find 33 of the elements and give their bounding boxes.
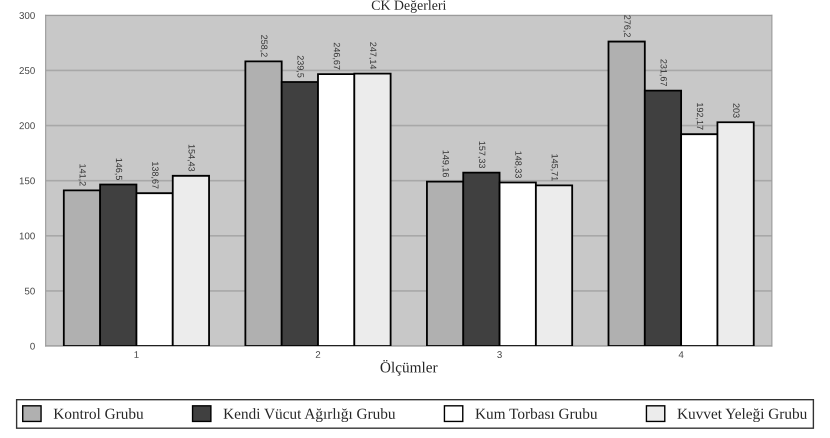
legend-label: Kontrol Grubu bbox=[54, 408, 144, 419]
legend-label: Kum Torbası Grubu bbox=[475, 408, 598, 419]
chart-title: CK Değerleri bbox=[372, 0, 446, 13]
data-label: 149,16 bbox=[442, 150, 450, 178]
data-label: 258,2 bbox=[260, 35, 268, 57]
legend-label: Kuvvet Yeleği Grubu bbox=[677, 408, 808, 422]
data-label: 203 bbox=[733, 103, 740, 118]
y-tick-label: 200 bbox=[20, 122, 35, 130]
data-label: 231,67 bbox=[659, 59, 667, 86]
x-tick-label: 3 bbox=[497, 351, 502, 358]
y-tick-label: 250 bbox=[20, 67, 35, 74]
data-label: 154,43 bbox=[187, 144, 195, 172]
data-label: 145,71 bbox=[550, 154, 558, 181]
x-tick-label: 2 bbox=[316, 351, 320, 358]
x-tick-label: 1 bbox=[134, 351, 139, 358]
y-tick-label: 100 bbox=[20, 232, 35, 240]
data-label: 141,2 bbox=[78, 164, 86, 186]
data-label: 192,17 bbox=[696, 103, 704, 130]
y-tick-label: 150 bbox=[20, 177, 35, 184]
y-tick-label: 0 bbox=[30, 342, 35, 350]
data-label: 148,33 bbox=[514, 151, 522, 178]
data-label: 146,5 bbox=[114, 158, 122, 180]
data-label: 239,5 bbox=[296, 56, 304, 78]
x-axis-title: Ölçümler bbox=[380, 360, 438, 376]
data-label: 138,67 bbox=[151, 162, 159, 189]
legend-label: Kendi Vücut Ağırlığı Grubu bbox=[224, 408, 396, 422]
x-tick-label: 4 bbox=[678, 351, 684, 358]
data-label: 276,2 bbox=[623, 15, 631, 37]
data-label: 157,33 bbox=[478, 142, 486, 168]
data-label: 246,67 bbox=[332, 42, 340, 70]
data-label: 247,14 bbox=[368, 42, 376, 70]
y-tick-label: 50 bbox=[24, 288, 35, 295]
y-tick-label: 300 bbox=[19, 12, 35, 19]
